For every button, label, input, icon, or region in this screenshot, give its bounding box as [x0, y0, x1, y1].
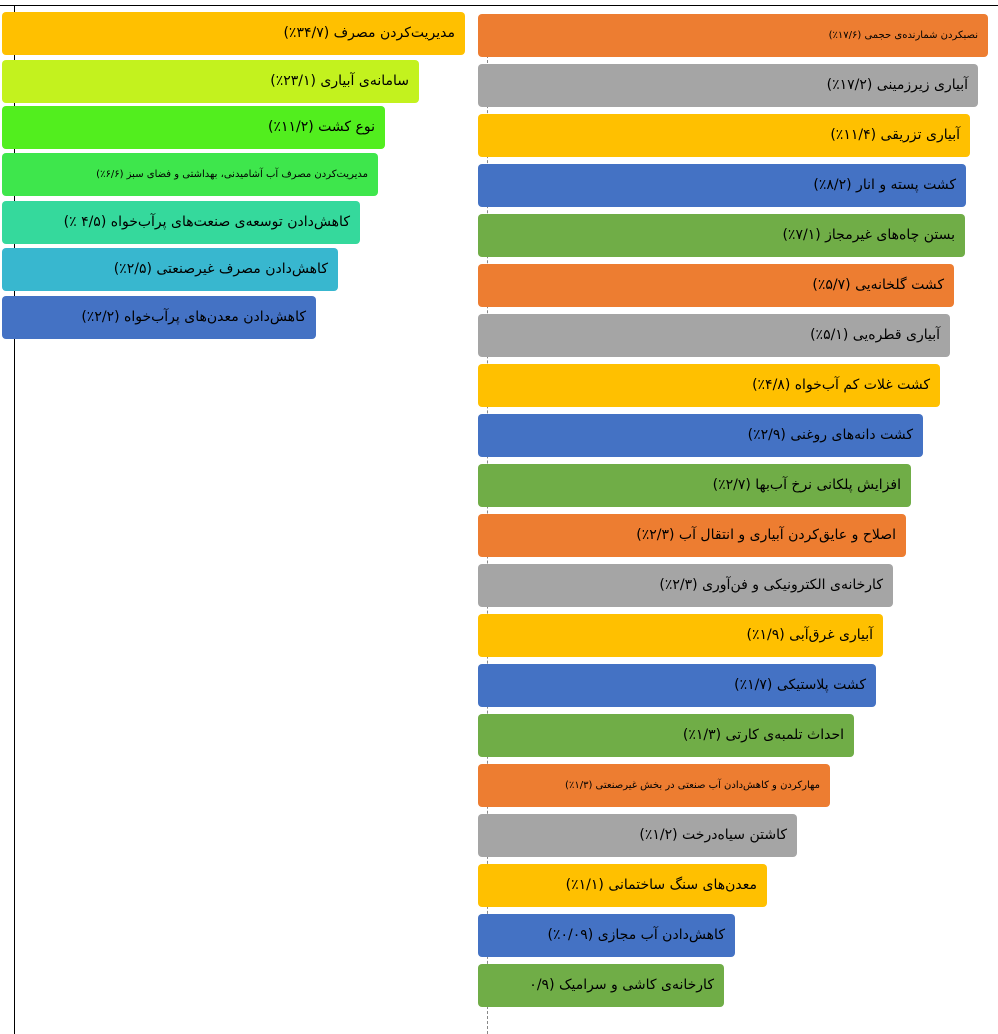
- label-box: کارخانه‌ی الکترونیکی و فن‌آوری (۲/۳٪): [478, 564, 893, 607]
- label-box: معدن‌های سنگ ساختمانی (۱/۱٪): [478, 864, 767, 907]
- label-box: افزایش پلکانی نرخ آب‌بها (۲/۷٪): [478, 464, 911, 507]
- label-box: مهارکردن و کاهش‌دادن آب صنعتی در بخش غیر…: [478, 764, 830, 807]
- label-box: مدیریت‌کردن مصرف آب آشامیدنی، بهداشتی و …: [2, 153, 378, 196]
- label-box: آبیاری تزریقی (۱۱/۴٪): [478, 114, 970, 157]
- label-box: کاهش‌دادن معدن‌های پرآب‌خواه (۲/۲٪): [2, 296, 316, 339]
- label-box: کشت پسته و انار (۸/۲٪): [478, 164, 966, 207]
- label-box: کشت غلات کم آب‌خواه (۴/۸٪): [478, 364, 940, 407]
- label-box: کشت پلاستیکی (۱/۷٪): [478, 664, 876, 707]
- label-box: سامانه‌ی آبیاری (۲۳/۱٪): [2, 60, 419, 103]
- label-box: کاهش‌دادن توسعه‌ی صنعت‌های پرآب‌خواه (۴/…: [2, 201, 360, 244]
- label-box: احداث تلمبه‌ی کارتی (۱/۳٪): [478, 714, 854, 757]
- label-box: بستن چاه‌های غیرمجاز (۷/۱٪): [478, 214, 965, 257]
- label-box: اصلاح و عایق‌کردن آبیاری و انتقال آب (۲/…: [478, 514, 906, 557]
- label-box: کاهش‌دادن آب مجازی (۰/۰۹٪): [478, 914, 735, 957]
- label-box: آبیاری زیرزمینی (۱۷/۲٪): [478, 64, 978, 107]
- top-border: [0, 5, 998, 6]
- label-box: مدیریت‌کردن مصرف (۳۴/۷٪): [2, 12, 465, 55]
- label-box: کاشتن سیاه‌درخت (۱/۲٪): [478, 814, 797, 857]
- label-box: نوع کشت (۱۱/۲٪): [2, 106, 385, 149]
- label-box: کشت گلخانه‌یی (۵/۷٪): [478, 264, 954, 307]
- label-box: کشت دانه‌های روغنی (۲/۹٪): [478, 414, 923, 457]
- label-box: نصبکردن شمارنده‌ی حجمی (۱۷/۶٪): [478, 14, 988, 57]
- label-box: آبیاری قطره‌یی (۵/۱٪): [478, 314, 950, 357]
- label-box: آبیاری غرق‌آبی (۱/۹٪): [478, 614, 883, 657]
- label-box: کارخانه‌ی کاشی و سرامیک (۰/۹: [478, 964, 724, 1007]
- label-box: کاهش‌دادن مصرف غیرصنعتی (۲/۵٪): [2, 248, 338, 291]
- left-axis: [14, 5, 15, 1034]
